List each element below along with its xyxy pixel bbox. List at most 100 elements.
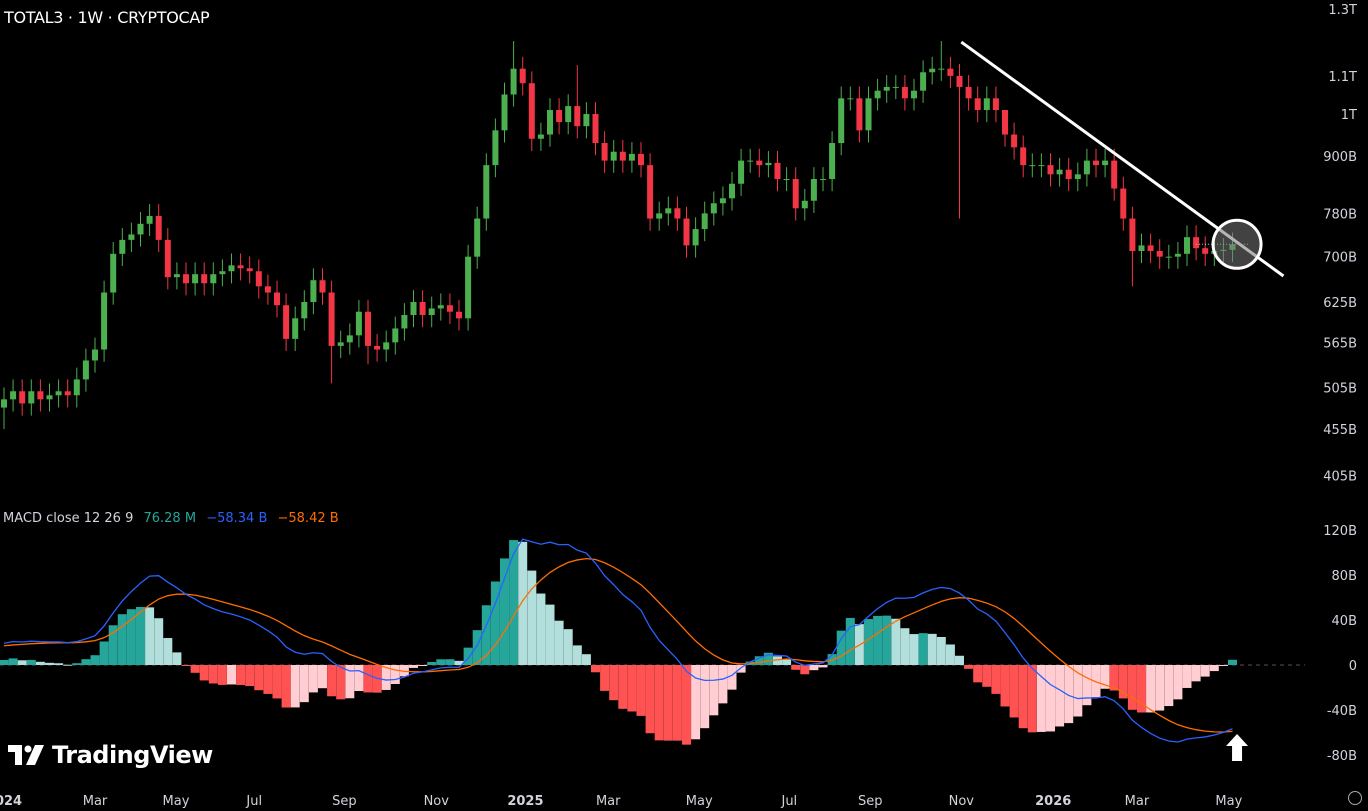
macd-histogram-bar xyxy=(90,655,100,665)
candle-body xyxy=(483,165,490,219)
candle-body xyxy=(474,218,481,257)
macd-histogram-bar xyxy=(427,662,437,665)
candle-body xyxy=(146,215,153,224)
settings-icon[interactable] xyxy=(1348,791,1362,805)
candle-body xyxy=(1193,237,1200,249)
candle-body xyxy=(638,153,644,166)
macd-histogram-bar xyxy=(736,665,746,673)
macd-line xyxy=(3,538,1233,743)
candle-body xyxy=(301,302,308,319)
candle-body xyxy=(392,328,399,343)
macd-histogram-bar xyxy=(1155,665,1165,711)
macd-histogram-bar xyxy=(1064,665,1074,724)
candle-body xyxy=(1083,160,1090,175)
macd-histogram-bar xyxy=(81,659,91,665)
candle-body xyxy=(911,90,917,99)
macd-histogram-bar xyxy=(964,665,974,669)
macd-histogram-bar xyxy=(236,665,246,685)
candle-body xyxy=(328,292,335,346)
macd-histogram-bar xyxy=(1164,665,1174,707)
macd-histogram-bar xyxy=(254,665,264,691)
candle-body xyxy=(901,86,908,99)
macd-histogram-bar xyxy=(1146,665,1156,713)
candle-body xyxy=(938,68,945,70)
price-axis-label: 1.3T xyxy=(1328,3,1357,18)
time-axis-label: 2026 xyxy=(1035,794,1071,809)
macd-histogram-bar xyxy=(1091,665,1101,698)
macd-histogram-bar xyxy=(936,637,946,665)
macd-histogram-bar xyxy=(536,593,546,665)
tradingview-logo[interactable]: TradingView xyxy=(8,741,213,769)
candle-body xyxy=(492,130,499,166)
macd-histogram-bar xyxy=(518,541,528,665)
price-axis-label: 1.1T xyxy=(1328,70,1357,85)
candle-body xyxy=(374,345,381,350)
macd-legend: MACD close 12 26 9 76.28 M −58.34 B −58.… xyxy=(3,511,345,526)
macd-histogram-bar xyxy=(609,665,619,701)
macd-axis-label: 40B xyxy=(1332,614,1357,629)
macd-histogram-bar xyxy=(17,660,27,665)
macd-histogram-bar xyxy=(117,614,127,665)
candle-body xyxy=(1120,188,1127,219)
macd-histogram-bar xyxy=(836,630,846,665)
macd-histogram-bar xyxy=(945,644,955,665)
time-axis-label: Mar xyxy=(83,794,108,809)
macd-histogram-bar xyxy=(390,665,400,685)
macd-histogram-bar xyxy=(873,615,883,665)
candle-body xyxy=(210,274,217,284)
candle-body xyxy=(710,203,717,214)
candle-body xyxy=(310,280,317,303)
candle-body xyxy=(792,179,799,209)
candle-body xyxy=(319,280,326,293)
candle-body xyxy=(783,179,790,181)
candle-body xyxy=(1156,250,1163,257)
macd-histogram-bar xyxy=(1027,665,1037,733)
macd-histogram-bar xyxy=(445,659,455,665)
macd-histogram-bar xyxy=(900,628,910,665)
candle-body xyxy=(46,395,53,400)
macd-histogram-bar xyxy=(35,661,45,665)
candle-body xyxy=(201,274,208,284)
macd-histogram-bar xyxy=(208,665,218,684)
time-axis-label: Mar xyxy=(1125,794,1150,809)
macd-histogram-bar xyxy=(718,665,728,704)
candle-body xyxy=(456,311,462,319)
macd-histogram-bar xyxy=(199,665,209,681)
macd-histogram-bar xyxy=(327,665,337,697)
candle-body xyxy=(1056,169,1063,175)
candle-body xyxy=(1002,110,1008,135)
candle-body xyxy=(738,160,745,184)
macd-histogram-bar xyxy=(227,665,236,685)
candle-body xyxy=(537,134,544,139)
candle-body xyxy=(401,315,408,329)
price-axis-label: 1T xyxy=(1341,108,1357,123)
macd-histogram-bar xyxy=(163,638,173,665)
macd-histogram-bar xyxy=(136,606,145,665)
candle-body xyxy=(383,342,390,350)
macd-histogram-bar xyxy=(1009,665,1019,718)
candle-body xyxy=(355,311,362,336)
tradingview-logo-icon xyxy=(8,745,44,765)
macd-histogram-bar xyxy=(463,647,473,665)
time-axis-label: May xyxy=(163,794,190,809)
candle-body xyxy=(1111,160,1118,189)
candle-body xyxy=(574,106,581,127)
macd-histogram-bar xyxy=(845,617,855,665)
candle-body xyxy=(446,305,453,312)
macd-histogram-bar xyxy=(700,665,710,729)
candle-body xyxy=(92,349,98,361)
time-axis-label: Jul xyxy=(780,794,797,809)
macd-histogram-bar xyxy=(45,662,54,665)
macd-histogram-bar xyxy=(1055,665,1065,727)
candle-body xyxy=(674,208,681,219)
macd-histogram-bar xyxy=(190,665,200,673)
candle-body xyxy=(419,302,426,316)
candle-body xyxy=(64,391,71,396)
candle-body xyxy=(547,110,553,135)
macd-histogram-bar xyxy=(1036,665,1046,732)
up-arrow-icon xyxy=(1226,734,1249,761)
candle-body xyxy=(283,305,290,339)
candle-body xyxy=(892,86,899,88)
candle-body xyxy=(1065,169,1072,180)
